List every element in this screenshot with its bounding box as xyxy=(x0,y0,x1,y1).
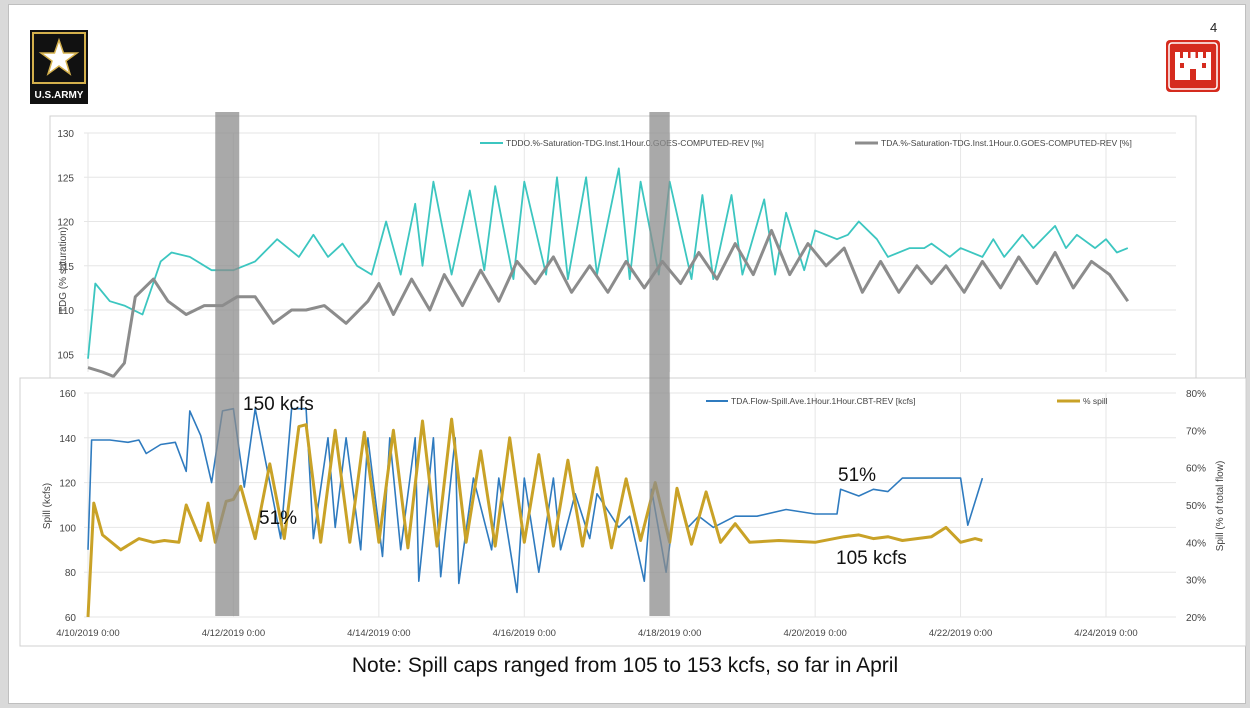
tdg-y-tick-label: 125 xyxy=(57,173,74,184)
spill-y2-tick-label: 70% xyxy=(1186,426,1206,437)
spill-legend-label-flow: TDA.Flow-Spill.Ave.1Hour.1Hour.CBT-REV [… xyxy=(731,396,916,406)
spill-x-tick-label: 4/22/2019 0:00 xyxy=(929,628,992,639)
spill-y2-tick-label: 60% xyxy=(1186,464,1206,475)
annotation-150-kcfs: 150 kcfs xyxy=(243,394,314,415)
tdg-y-axis-label: TDG (% saturation) xyxy=(58,227,69,313)
annotation-105-kcfs: 105 kcfs xyxy=(836,548,907,569)
spill-y2-tick-label: 50% xyxy=(1186,501,1206,512)
spill-x-tick-label: 4/10/2019 0:00 xyxy=(56,628,119,639)
note-text: Note: Spill caps ranged from 105 to 153 … xyxy=(0,654,1250,678)
highlight-band xyxy=(649,112,669,616)
tdg-y-tick-label: 130 xyxy=(57,129,74,140)
spill-legend-label-pct: % spill xyxy=(1083,396,1108,406)
spill-x-tick-label: 4/16/2019 0:00 xyxy=(493,628,556,639)
spill-y-tick-label: 100 xyxy=(59,523,76,534)
tdg-legend-label-tda: TDA.%-Saturation-TDG.Inst.1Hour.0.GOES-C… xyxy=(881,138,1132,148)
spill-y2-tick-label: 20% xyxy=(1186,613,1206,624)
spill-x-tick-label: 4/12/2019 0:00 xyxy=(202,628,265,639)
spill-y-tick-label: 120 xyxy=(59,479,76,490)
spill-y-tick-label: 160 xyxy=(59,389,76,400)
spill-y-tick-label: 80 xyxy=(65,568,77,579)
spill-y2-tick-label: 40% xyxy=(1186,538,1206,549)
spill-y-tick-label: 60 xyxy=(65,613,77,624)
annotation-51-percent-left: 51% xyxy=(259,508,297,529)
spill-x-tick-label: 4/18/2019 0:00 xyxy=(638,628,701,639)
spill-x-tick-label: 4/14/2019 0:00 xyxy=(347,628,410,639)
tdg-y-tick-label: 120 xyxy=(57,218,74,229)
tdg-y-tick-label: 105 xyxy=(57,350,74,361)
spill-y-axis-label: Spill (kcfs) xyxy=(42,483,53,529)
spill-x-tick-label: 4/24/2019 0:00 xyxy=(1074,628,1137,639)
highlight-band xyxy=(215,112,239,616)
spill-y-tick-label: 140 xyxy=(59,434,76,445)
annotation-51-percent-right: 51% xyxy=(838,465,876,486)
spill-x-tick-label: 4/20/2019 0:00 xyxy=(783,628,846,639)
spill-y2-tick-label: 80% xyxy=(1186,389,1206,400)
spill-y2-tick-label: 30% xyxy=(1186,576,1206,587)
spill-y2-axis-label: Spill (% of total flow) xyxy=(1215,461,1226,552)
tdg-legend-label-tddo: TDDO.%-Saturation-TDG.Inst.1Hour.0.GOES-… xyxy=(506,138,764,148)
